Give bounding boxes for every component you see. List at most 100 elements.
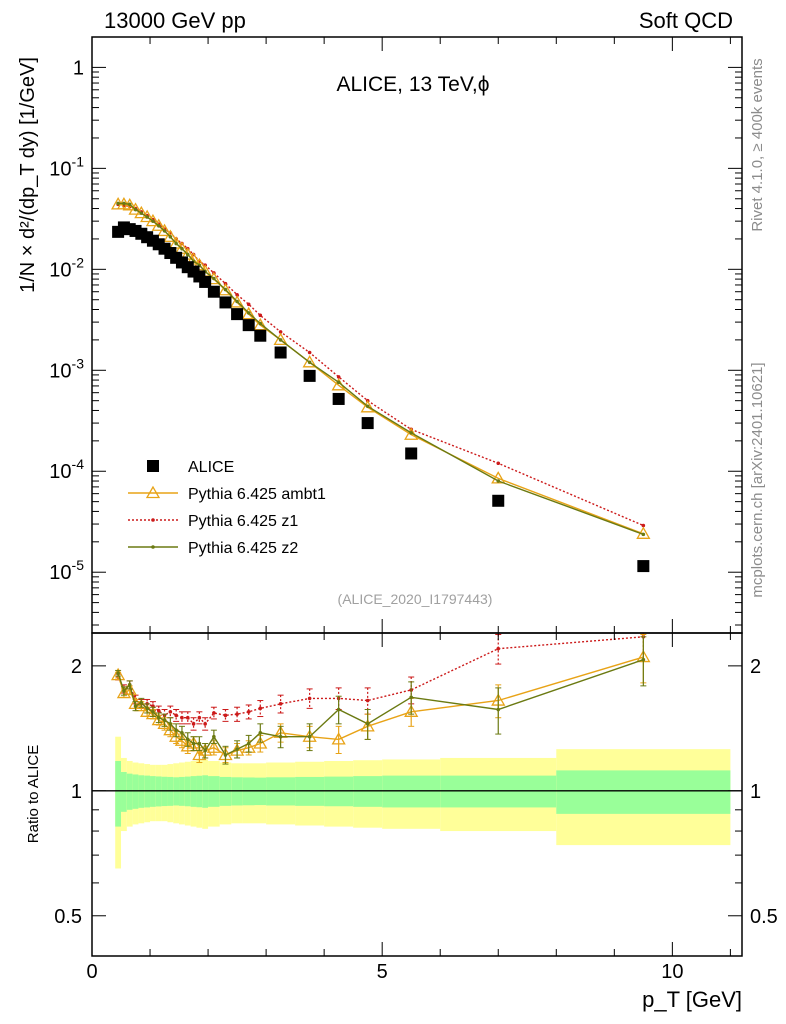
data-point-alice: [274, 346, 287, 359]
point-ambt1: [157, 223, 172, 237]
ratio-point-ambt1: [404, 704, 419, 717]
ratio-point-z2: [223, 753, 228, 757]
ratio-point-z2: [145, 706, 149, 711]
data-point-alice: [254, 329, 267, 342]
chart-title: ALICE, 13 TeV,ϕ: [336, 73, 489, 96]
point-ambt1: [140, 209, 155, 223]
band-inner-bin: [138, 775, 145, 808]
y-tick-label: 10-4: [49, 456, 84, 483]
ratio-point-z1: [156, 708, 161, 713]
ratio-point-ambt1: [180, 739, 195, 752]
point-z2: [307, 360, 312, 365]
ratio-point-ambt1: [331, 732, 346, 745]
ratio-point-z2: [162, 718, 167, 722]
band-inner-bin: [132, 774, 139, 809]
ratio-point-ambt1: [206, 740, 221, 753]
y-tick-label: 10-1: [49, 153, 84, 180]
legend-marker-alice: [147, 460, 159, 472]
point-z2: [174, 241, 178, 246]
band-inner-bin: [190, 776, 197, 807]
uncertainty-band: [92, 736, 742, 869]
ratio-line-ambt1: [117, 656, 644, 757]
ratio-point-z2: [641, 657, 646, 662]
ratio-series-layer: [110, 632, 651, 765]
ratio-y-tick-label-right: 2: [750, 656, 761, 678]
point-ambt1: [253, 317, 268, 331]
ratio-point-z1: [197, 715, 202, 720]
ratio-point-ambt1: [116, 685, 132, 699]
point-z2: [116, 201, 120, 206]
ratio-point-z1: [168, 710, 173, 714]
ratio-point-z1: [212, 711, 216, 715]
main-series-layer: [110, 197, 651, 573]
ratio-line-z2: [117, 659, 644, 756]
x-tick-label: 0: [86, 961, 97, 983]
ratio-point-z2: [212, 734, 216, 739]
ratio-point-ambt1: [174, 733, 190, 746]
series-line-z2: [118, 202, 644, 536]
ratio-point-z2: [278, 734, 283, 739]
legend-item-z1: Pythia 6.425 z1: [128, 513, 298, 530]
point-z2: [212, 276, 216, 281]
ratio-point-z2: [174, 728, 178, 732]
point-z1: [258, 313, 263, 318]
data-point-alice: [242, 319, 255, 332]
band-inner-bin: [126, 773, 133, 810]
data-point-alice: [207, 285, 220, 298]
point-z1: [278, 330, 283, 334]
ratio-point-z2: [409, 695, 413, 700]
point-z1: [307, 350, 312, 355]
band-inner-bin: [196, 775, 203, 808]
legend-marker-z1: [151, 518, 155, 522]
point-z1: [235, 292, 239, 297]
band-inner-bin: [208, 776, 220, 807]
point-z2: [641, 532, 646, 537]
band-inner-bin: [556, 770, 731, 814]
point-z2: [336, 380, 341, 385]
point-ambt1: [273, 332, 288, 346]
ratio-point-z2: [258, 730, 263, 735]
point-z2: [133, 207, 138, 212]
point-z1: [641, 523, 646, 528]
point-ambt1: [128, 202, 143, 215]
point-ambt1: [218, 282, 233, 296]
point-z2: [180, 246, 184, 251]
point-ambt1: [241, 306, 256, 320]
ratio-point-z2: [365, 722, 370, 726]
series-line-ambt1: [118, 203, 644, 535]
ratio-point-z2: [307, 734, 312, 739]
point-ambt1: [134, 205, 149, 219]
point-z2: [139, 211, 144, 215]
data-point-alice: [637, 560, 650, 573]
legend-label-z1: Pythia 6.425 z1: [188, 513, 298, 530]
point-z2: [365, 404, 370, 409]
point-ambt1: [360, 399, 375, 413]
legend-marker-z2: [151, 545, 155, 549]
ratio-point-z2: [203, 748, 207, 753]
point-z2: [496, 479, 501, 483]
band-inner-bin: [144, 775, 151, 808]
data-point-alice: [361, 417, 374, 430]
ratio-point-z2: [151, 710, 155, 714]
ratio-point-ambt1: [163, 722, 178, 736]
rivet-version-label: Rivet 4.1.0, ≥ 400k events: [749, 58, 766, 231]
legend-item-ambt1: Pythia 6.425 ambt1: [128, 485, 326, 503]
ratio-line-z1: [117, 636, 644, 725]
mcplots-credit-label: mcplots.cern.ch [arXiv:2401.10621]: [749, 362, 766, 597]
ratio-point-z2: [156, 715, 161, 720]
point-z2: [278, 338, 283, 342]
ratio-point-z1: [307, 696, 312, 701]
point-z1: [246, 302, 251, 307]
ratio-point-z2: [185, 737, 190, 742]
point-z2: [145, 215, 149, 219]
point-z1: [336, 375, 341, 379]
point-z2: [151, 219, 155, 223]
band-inner-bin: [382, 775, 441, 808]
ratio-point-ambt1: [192, 747, 207, 761]
point-ambt1: [145, 213, 161, 227]
ratio-point-z2: [197, 741, 202, 746]
ratio-point-z2: [133, 704, 138, 708]
header-right-label: Soft QCD: [639, 8, 733, 33]
ratio-y-tick-label: 1: [71, 781, 82, 803]
